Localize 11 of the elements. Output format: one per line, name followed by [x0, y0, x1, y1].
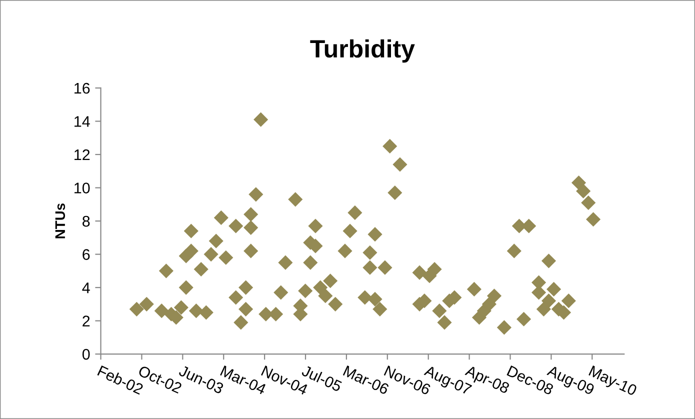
y-tick-label: 14: [74, 116, 90, 127]
y-tick-label: 16: [74, 82, 90, 94]
y-tick-label: 12: [74, 149, 90, 160]
y-tick-label: 10: [74, 182, 90, 194]
y-tick-label: 4: [82, 282, 90, 294]
y-tick-label: 2: [82, 316, 90, 326]
y-axis-title: NTUs: [55, 203, 66, 238]
y-tick-label: 0: [82, 348, 90, 360]
chart-title: Turbidity: [310, 39, 415, 63]
y-tick-label: 6: [82, 249, 90, 260]
y-tick-label: 8: [82, 216, 90, 227]
